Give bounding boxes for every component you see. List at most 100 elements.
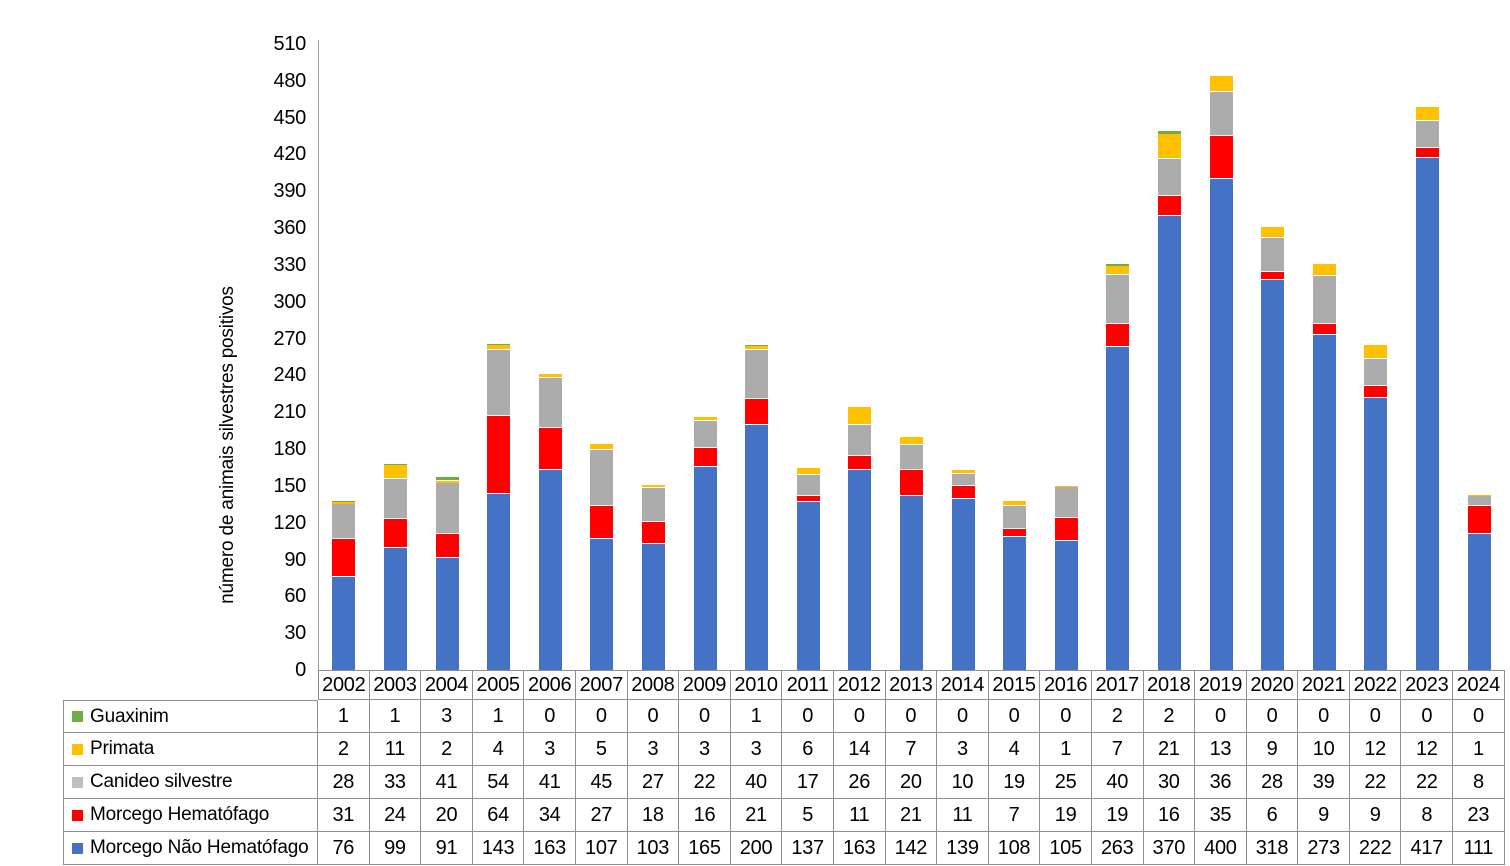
series-value-cell: 12 <box>1349 733 1402 766</box>
bar-segment <box>1105 347 1131 670</box>
series-value-cell: 263 <box>1091 832 1144 865</box>
series-value-cell: 2 <box>421 733 473 766</box>
year-header-cell: 2019 <box>1195 670 1247 700</box>
series-value-cell: 16 <box>679 799 731 832</box>
y-tick-label: 390 <box>273 180 307 203</box>
series-value-cell: 5 <box>782 799 834 832</box>
bar-column-2021 <box>1311 263 1337 670</box>
bar-column-2024 <box>1466 494 1492 670</box>
bar-segment <box>1157 131 1183 134</box>
year-header-cell: 2006 <box>524 670 576 700</box>
series-value-cell: 36 <box>1195 766 1247 799</box>
year-header-cell: 2003 <box>369 670 422 700</box>
bar-segment <box>847 469 873 670</box>
bar-segment <box>847 407 873 425</box>
series-label-cell: Guaxinim <box>63 700 318 733</box>
bar-segment <box>692 417 718 421</box>
legend-swatch <box>72 711 83 722</box>
bar-column-2017 <box>1105 263 1131 670</box>
bar-segment <box>1311 334 1337 670</box>
series-value-cell: 7 <box>988 799 1041 832</box>
series-value-cell: 24 <box>369 799 422 832</box>
series-row: Morcego Não Hematófago 76 99 91 143 163 107 103… <box>63 832 1505 865</box>
bar-segment <box>1415 121 1441 149</box>
series-value-cell: 108 <box>988 832 1041 865</box>
bar-segment <box>692 467 718 670</box>
series-label-cell: Morcego Hematófago <box>63 799 318 832</box>
bar-segment <box>899 445 924 470</box>
series-value-cell: 8 <box>1401 799 1454 832</box>
series-value-cell: 19 <box>1040 799 1092 832</box>
series-value-cell: 3 <box>627 733 680 766</box>
series-value-cell: 1 <box>730 700 783 733</box>
bar-column-2002 <box>331 500 357 670</box>
bar-segment <box>950 499 976 670</box>
series-value-cell: 0 <box>1195 700 1247 733</box>
bar-segment <box>1002 528 1028 538</box>
series-value-cell: 21 <box>885 799 938 832</box>
bar-segment <box>950 485 976 500</box>
bar-segment <box>589 450 615 506</box>
series-value-cell: 11 <box>369 733 422 766</box>
series-value-cell: 0 <box>1453 700 1505 733</box>
bar-segment <box>434 477 460 481</box>
series-value-cell: 3 <box>679 733 731 766</box>
series-value-cell: 400 <box>1195 832 1247 865</box>
series-value-cell: 142 <box>885 832 938 865</box>
bar-column-2014 <box>950 469 976 670</box>
y-tick-label: 240 <box>273 364 307 387</box>
bar-segment <box>692 420 718 448</box>
bar-segment <box>486 349 512 416</box>
y-tick-label: 420 <box>273 143 307 166</box>
series-value-cell: 13 <box>1195 733 1247 766</box>
series-value-cell: 0 <box>1401 700 1454 733</box>
series-label-cell: Canideo silvestre <box>63 766 318 799</box>
y-tick-label: 300 <box>273 290 307 313</box>
series-value-cell: 17 <box>782 766 834 799</box>
series-value-cell: 1 <box>369 700 422 733</box>
series-value-cell: 25 <box>1040 766 1092 799</box>
bar-segment <box>1002 505 1028 529</box>
legend-swatch <box>72 809 83 821</box>
series-value-cell: 0 <box>524 700 576 733</box>
series-value-cell: 10 <box>937 766 989 799</box>
series-value-cell: 22 <box>679 766 731 799</box>
bar-segment <box>847 456 873 470</box>
bar-segment <box>434 558 460 670</box>
series-value-cell: 20 <box>421 799 473 832</box>
series-value-cell: 11 <box>833 799 886 832</box>
series-value-cell: 9 <box>1246 733 1299 766</box>
bar-segment <box>537 377 563 429</box>
series-value-cell: 0 <box>575 700 628 733</box>
bar-segment <box>1363 359 1389 387</box>
bar-segment <box>1002 537 1028 670</box>
bar-segment <box>744 349 770 399</box>
series-value-cell: 19 <box>1091 799 1144 832</box>
series-value-cell: 6 <box>782 733 834 766</box>
year-header-row: 2002 2003 2004 2005 2006 2007 2008 2009 2010 2011… <box>318 670 1505 700</box>
year-header-cell: 2024 <box>1453 670 1505 700</box>
bar-segment <box>1363 386 1389 398</box>
bar-segment <box>899 469 924 496</box>
year-header-cell: 2023 <box>1401 670 1454 700</box>
series-value-cell: 3 <box>730 733 783 766</box>
series-value-cell: 0 <box>627 700 680 733</box>
series-label: Primata <box>90 738 155 759</box>
series-row: Canideo silvestre 28 33 41 54 41 45 27 22 40 17 26 2… <box>63 766 1505 799</box>
series-value-cell: 23 <box>1453 799 1505 832</box>
series-value-cell: 21 <box>730 799 783 832</box>
series-label: Canideo silvestre <box>90 771 233 792</box>
series-label: Guaxinim <box>90 705 169 727</box>
series-value-cell: 3 <box>937 733 989 766</box>
bar-segment <box>486 494 512 670</box>
series-value-cell: 22 <box>1349 766 1402 799</box>
series-value-cell: 1 <box>1040 733 1092 766</box>
series-value-cell: 26 <box>833 766 886 799</box>
series-label: Morcego Hematófago <box>90 804 270 825</box>
series-value-cell: 143 <box>472 832 525 865</box>
bar-segment <box>950 473 976 486</box>
series-value-cell: 99 <box>369 832 422 865</box>
bar-segment <box>331 504 357 539</box>
bar-segment <box>1311 323 1337 335</box>
bar-column-2009 <box>692 417 718 670</box>
